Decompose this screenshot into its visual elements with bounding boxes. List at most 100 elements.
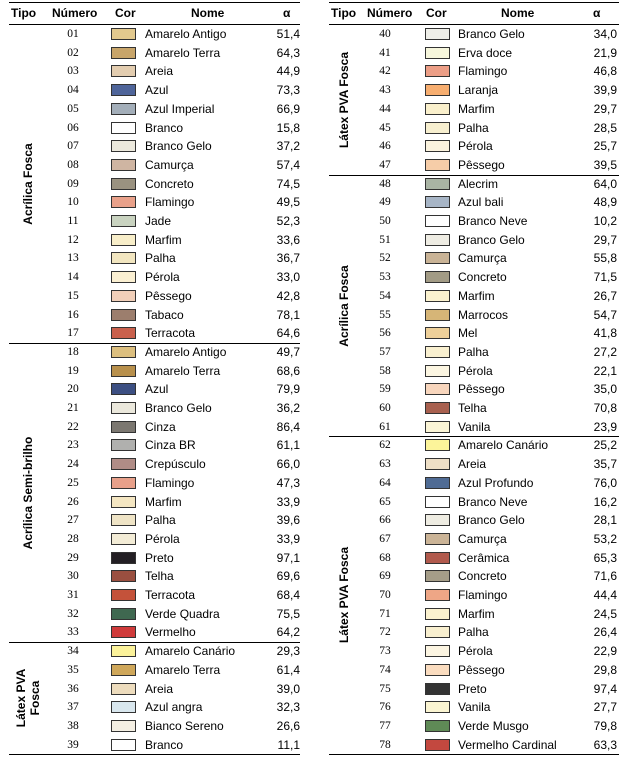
color-name: Amarelo Terra <box>145 662 221 677</box>
alpha-value: 22,1 <box>593 363 617 378</box>
table-row: 75 Preto 97,4 <box>329 680 619 699</box>
color-name: Branco Gelo <box>458 513 525 528</box>
color-name: Branco Gelo <box>458 27 525 41</box>
color-name: Concreto <box>458 569 507 584</box>
color-name: Cerâmica <box>458 550 510 565</box>
color-name: Flamingo <box>458 64 508 79</box>
alpha-value: 21,9 <box>593 45 617 60</box>
group-label: Acrílica Fosca <box>337 264 351 347</box>
color-name: Palha <box>145 513 176 528</box>
row-number: 77 <box>379 719 391 732</box>
row-number: 73 <box>379 645 391 658</box>
color-name: Pérola <box>145 270 180 285</box>
table-row: 56 Mel 41,8 <box>329 324 619 343</box>
table-row: 61 Vanila 23,9 <box>329 418 619 437</box>
row-number: 03 <box>67 65 79 78</box>
group-separator <box>329 174 619 176</box>
color-swatch <box>111 495 136 508</box>
color-name: Flamingo <box>145 475 195 490</box>
table-row: 72 Palha 26,4 <box>329 623 619 642</box>
color-swatch <box>111 28 136 40</box>
color-swatch <box>111 514 136 527</box>
color-swatch <box>111 607 136 620</box>
table-row: 34 Amarelo Canário 29,3 <box>9 642 300 661</box>
table-row: 31 Terracota 68,4 <box>9 586 300 605</box>
color-swatch <box>111 551 136 564</box>
table-row: 29 Preto 97,1 <box>9 549 300 568</box>
color-swatch <box>425 738 450 751</box>
color-name: Areia <box>145 64 174 79</box>
alpha-value: 48,9 <box>593 195 617 210</box>
alpha-value: 46,8 <box>593 64 617 79</box>
color-name: Amarelo Canário <box>458 438 549 453</box>
color-swatch <box>425 682 450 695</box>
table-row: 73 Pérola 22,9 <box>329 642 619 661</box>
row-number: 30 <box>67 570 79 583</box>
row-number: 71 <box>379 607 391 620</box>
alpha-value: 75,5 <box>276 606 300 621</box>
color-swatch <box>111 439 136 452</box>
color-name: Amarelo Terra <box>145 45 221 60</box>
color-swatch <box>111 196 136 209</box>
row-number: 20 <box>67 383 79 396</box>
alpha-value: 78,1 <box>276 307 300 322</box>
table-body: 40 Branco Gelo 34,0 41 Erva doce 21,9 42 Flamin… <box>329 25 619 756</box>
color-name: Areia <box>458 457 487 472</box>
color-name: Amarelo Terra <box>145 363 221 378</box>
row-number: 19 <box>67 364 79 377</box>
color-name: Preto <box>458 681 487 696</box>
table-row: 01 Amarelo Antigo 51,4 <box>9 25 300 44</box>
color-swatch <box>425 402 450 414</box>
alpha-value: 39,6 <box>276 513 300 528</box>
table-row: 78 Vermelho Cardinal 63,3 <box>329 736 619 755</box>
color-name: Camurça <box>145 157 194 172</box>
row-number: 34 <box>67 645 79 658</box>
row-number: 50 <box>379 215 391 227</box>
color-name: Branco Gelo <box>458 232 525 247</box>
alpha-value: 26,4 <box>593 625 617 640</box>
alpha-value: 36,2 <box>276 401 300 415</box>
color-name: Pérola <box>458 644 493 659</box>
row-number: 53 <box>379 271 391 284</box>
row-number: 17 <box>67 327 79 340</box>
alpha-value: 44,9 <box>276 64 300 79</box>
color-name: Telha <box>458 401 487 415</box>
group-label: Látex PVA Fosca <box>337 547 351 644</box>
color-swatch <box>425 589 450 601</box>
alpha-value: 76,0 <box>593 475 617 490</box>
row-number: 29 <box>67 551 79 564</box>
row-number: 36 <box>67 682 79 695</box>
color-name: Azul Profundo <box>458 475 534 490</box>
table-row: 64 Azul Profundo 76,0 <box>329 474 619 493</box>
alpha-value: 61,1 <box>276 438 300 453</box>
table-row: 09 Concreto 74,5 <box>9 175 300 194</box>
alpha-value: 70,8 <box>593 401 617 415</box>
alpha-value: 66,9 <box>276 101 300 116</box>
color-swatch <box>425 626 450 639</box>
table-row: 33 Vermelho 64,2 <box>9 623 300 642</box>
color-name: Palha <box>458 344 489 359</box>
color-swatch <box>425 476 450 489</box>
color-name: Amarelo Canário <box>145 644 236 659</box>
row-number: 07 <box>67 140 79 153</box>
color-swatch <box>425 495 450 508</box>
color-name: Palha <box>458 120 489 135</box>
color-name: Pérola <box>458 363 493 378</box>
header-cor: Cor <box>115 6 136 20</box>
row-number: 46 <box>379 140 391 153</box>
alpha-value: 71,5 <box>593 270 617 285</box>
table-row: 17 Terracota 64,6 <box>9 324 300 343</box>
table-row: 11 Jade 52,3 <box>9 212 300 231</box>
alpha-value: 44,4 <box>593 588 617 602</box>
color-swatch <box>111 140 136 153</box>
row-number: 41 <box>379 46 391 59</box>
row-number: 75 <box>379 682 391 695</box>
table-row: 30 Telha 69,6 <box>9 567 300 586</box>
color-name: Pêssego <box>458 662 505 677</box>
table-row: 07 Branco Gelo 37,2 <box>9 137 300 156</box>
color-name: Marfim <box>145 494 182 509</box>
right-table: Tipo Número Cor Nome α 40 Branco Gelo 34,0… <box>329 2 619 756</box>
color-name: Verde Quadra <box>145 606 220 621</box>
color-name: Marfim <box>458 288 495 303</box>
row-number: 23 <box>67 439 79 452</box>
